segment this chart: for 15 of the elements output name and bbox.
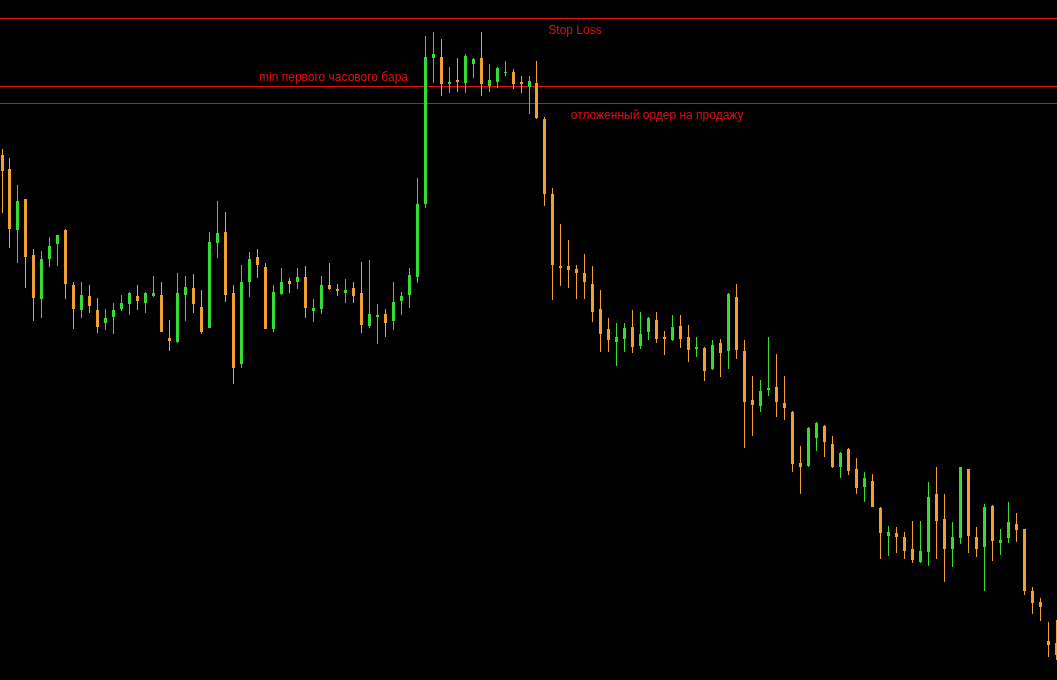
candlestick [751,376,754,436]
ref-line-label: Stop Loss [548,22,602,37]
candlestick [504,60,507,76]
ref-line-label: min первого часового бара [259,69,409,84]
candlestick [695,337,698,358]
candlestick [663,330,666,355]
candlestick [567,239,570,289]
candlestick [376,303,379,345]
candlestick [432,31,435,83]
ref-line-label: отложенный ордер на продажу [570,107,744,122]
candlestick [767,337,770,397]
candlestick [168,320,171,351]
candlestick [448,67,451,93]
candlestick [799,445,802,495]
candlestick [559,224,562,286]
